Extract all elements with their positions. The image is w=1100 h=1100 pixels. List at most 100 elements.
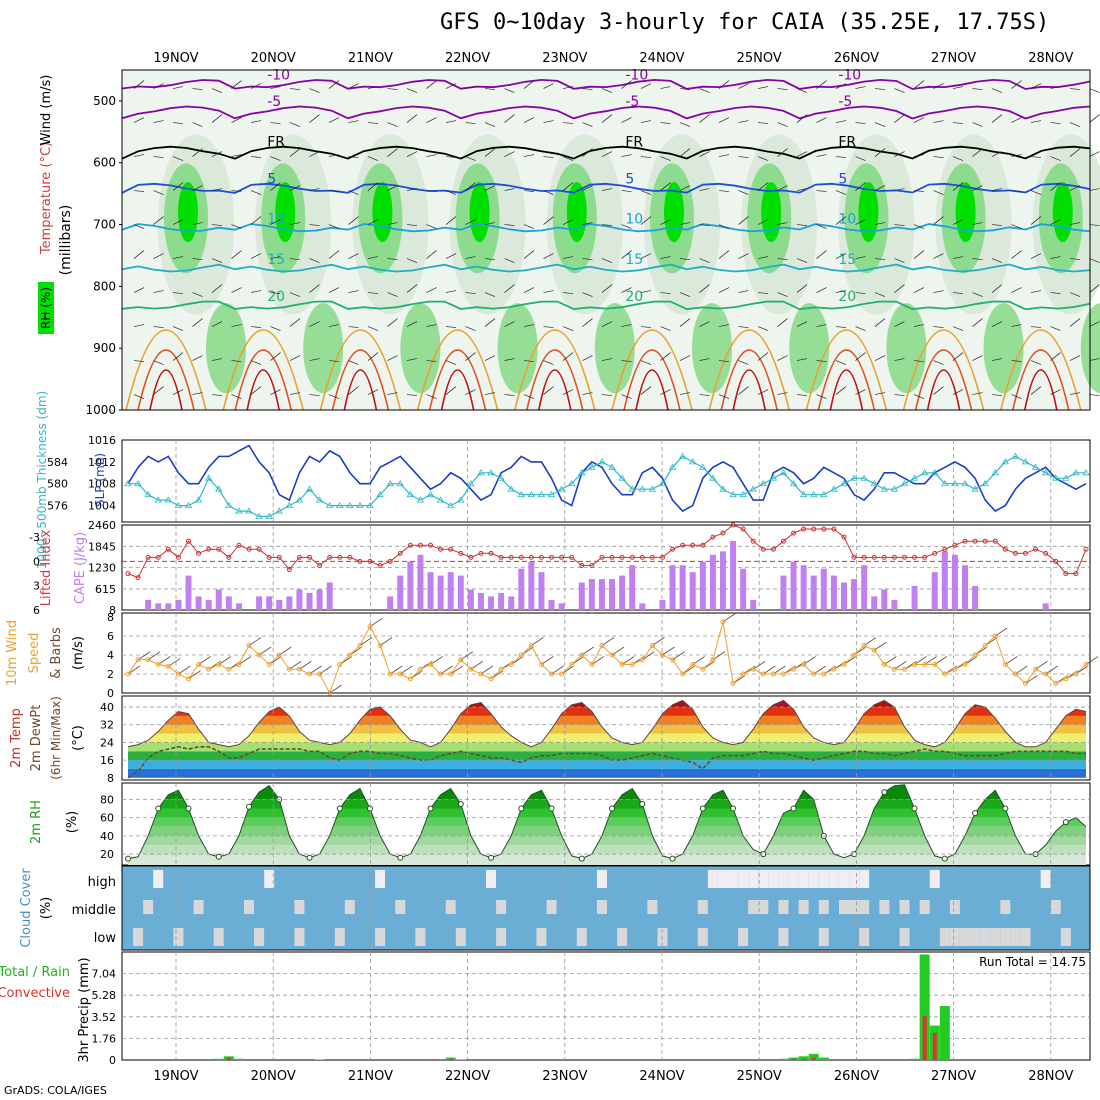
temp-axis-label: (6hr Min/Max) (49, 696, 63, 780)
cloud-block-middle (859, 900, 870, 914)
wind-barb (406, 188, 418, 191)
wind-barb (796, 151, 808, 157)
cape-bar (165, 603, 172, 610)
wind-barb (1030, 83, 1042, 89)
wind-barb (777, 122, 788, 127)
wind-barb (894, 321, 905, 327)
wind-barb (718, 117, 730, 123)
wind-point (428, 662, 434, 667)
temp-contour-surface (526, 349, 584, 411)
wind-tick-label: 0 (107, 687, 114, 700)
wind-point (367, 624, 373, 629)
cape-bar (538, 572, 545, 610)
contour-label: 10 (267, 212, 285, 228)
cape-bar (185, 575, 192, 610)
wind-barb (231, 250, 242, 259)
li-point (1053, 558, 1059, 564)
wind-barb (211, 284, 223, 293)
wind-barb (153, 386, 164, 395)
wind-barb (718, 80, 730, 89)
wind-barb (855, 352, 866, 361)
rh-band (128, 826, 1086, 836)
wind-barb (192, 148, 203, 157)
thickness-point (225, 501, 233, 508)
wind-barb (679, 185, 691, 191)
wind-barb (387, 355, 398, 361)
cape-bar (972, 586, 979, 610)
thickness-point (1021, 458, 1030, 465)
wind-point (720, 619, 726, 625)
li-point (236, 542, 242, 548)
precip-tick-label: 3.52 (92, 1011, 117, 1024)
wind-barb (289, 392, 301, 395)
temp-tick-label: 8 (107, 772, 114, 785)
wind-barb (835, 83, 847, 89)
thickness-point (588, 463, 596, 470)
wind-point (518, 652, 524, 658)
contour-label: -5 (625, 94, 639, 110)
wind-barb (640, 386, 652, 395)
wind-barb (289, 222, 301, 225)
cloud-block-high (596, 870, 607, 888)
wind-barb (952, 86, 964, 89)
precip-total-bar (314, 1059, 325, 1060)
wind-barb (699, 188, 710, 191)
temp-band (128, 768, 1086, 778)
y-tick-label: 500 (93, 94, 116, 108)
thickness-point (971, 485, 979, 492)
temp-line (127, 699, 1087, 748)
li-point (942, 546, 948, 552)
wind-barb (289, 148, 301, 157)
wind-barb (601, 224, 613, 226)
precip-conv-bar (811, 1057, 816, 1060)
temp-contour (121, 263, 1091, 273)
wind-barb (484, 88, 496, 90)
wind-point (397, 671, 403, 677)
temp-band (128, 724, 1086, 734)
rh-point (639, 800, 646, 807)
rh-tick-label: 40 (100, 830, 114, 843)
thickness-point (315, 496, 324, 503)
wind-speed-line (127, 621, 1087, 695)
thickness-point (638, 485, 647, 492)
wind-barb (523, 224, 535, 229)
date-label-top: 27NOV (931, 51, 976, 66)
thickness-point (184, 501, 193, 508)
rh-point (185, 805, 192, 812)
wind-barb (1050, 122, 1061, 124)
temp-band (128, 707, 1086, 716)
temp-contour-surface (708, 329, 790, 411)
wind-point (942, 671, 948, 677)
wind-barb (796, 358, 808, 361)
wind-barb (387, 258, 398, 260)
li-point (912, 554, 918, 560)
wind-barb (816, 117, 827, 123)
wind-barb (1050, 182, 1061, 191)
contour-label: -5 (267, 94, 281, 110)
temp-contour-surface (416, 329, 499, 411)
wind-barb (660, 292, 671, 294)
date-label-top: 23NOV (542, 51, 587, 66)
wind-tick-label: 6 (107, 630, 114, 643)
wind-barb (465, 219, 476, 225)
li-point (317, 562, 323, 568)
wind-barb (582, 122, 593, 127)
thickness-point (789, 479, 798, 487)
date-label-bottom: 20NOV (251, 1069, 296, 1084)
thickness-point (265, 512, 273, 519)
cloud-block-middle (294, 900, 305, 914)
wind-point (337, 662, 343, 667)
wind-barb (367, 122, 379, 124)
cloud-block-low (415, 928, 426, 946)
cape-bar (276, 599, 283, 610)
wind-barb (1011, 80, 1022, 89)
wind-barb (835, 290, 847, 293)
thickness-tick-label: 584 (47, 456, 68, 469)
wind-barb (426, 287, 437, 293)
wind-barb (738, 120, 749, 123)
wind-barb (621, 154, 632, 157)
cloud-block-high (828, 870, 839, 888)
cape-bar (911, 586, 918, 610)
wind-barb (738, 360, 749, 365)
wind-barb (426, 154, 437, 157)
